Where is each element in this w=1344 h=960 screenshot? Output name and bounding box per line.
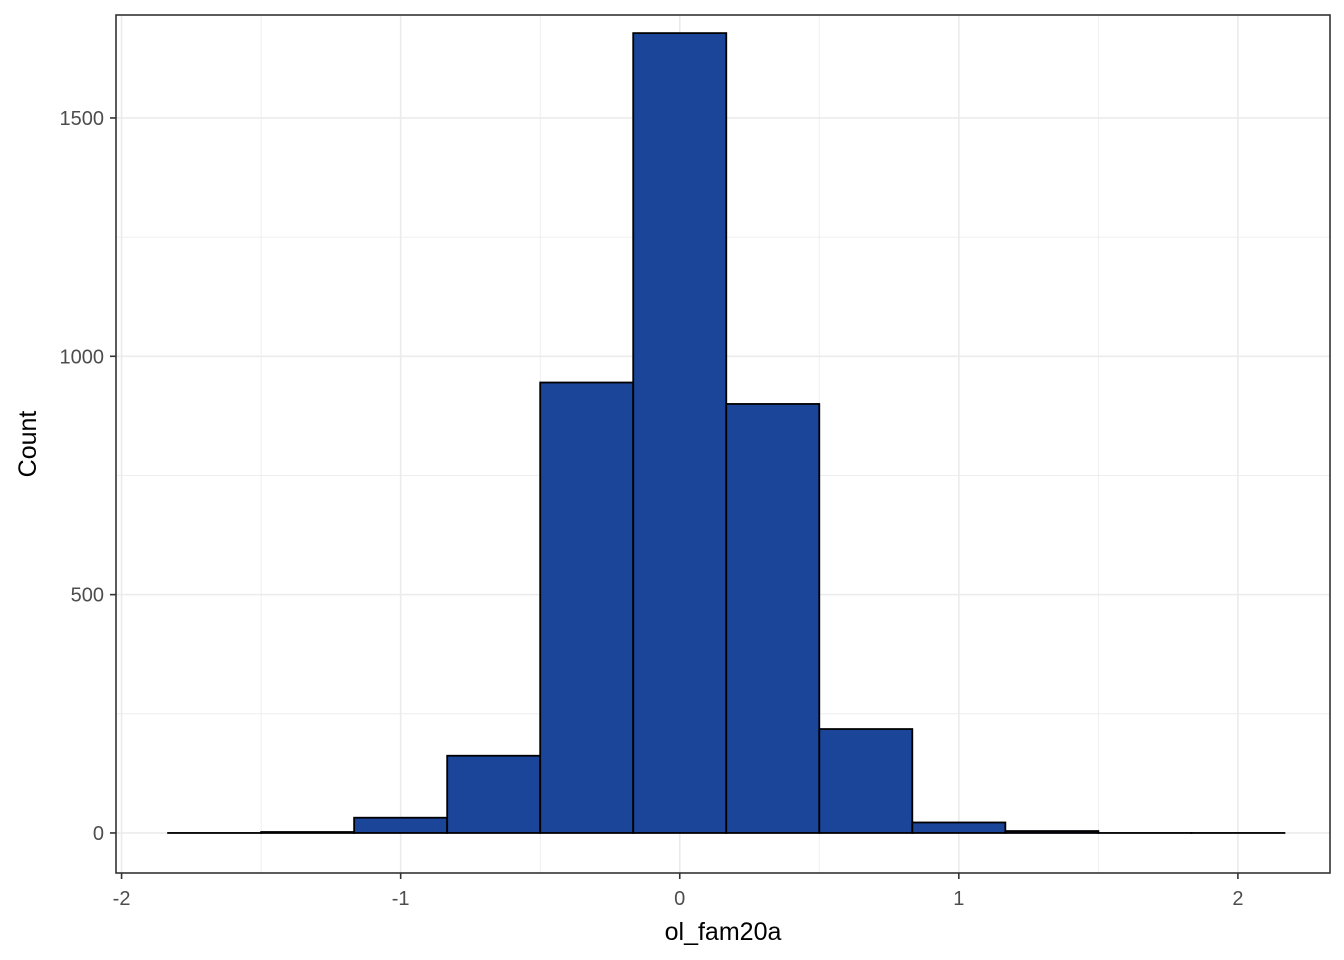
histogram-bar (1004, 830, 1100, 834)
y-tick-label: 1000 (60, 346, 105, 368)
histogram-bar (353, 816, 449, 834)
x-tick-label: 2 (1232, 888, 1243, 910)
y-axis-title: Count (14, 411, 42, 478)
histogram-bar (446, 754, 542, 834)
x-axis: -2 -1 0 1 2 (113, 873, 1243, 910)
histogram-bar (260, 831, 356, 834)
y-tick-label: 1500 (60, 108, 105, 130)
y-tick-label: 500 (71, 585, 104, 607)
x-axis-title: ol_fam20a (665, 918, 782, 946)
histogram-bar (911, 821, 1007, 834)
histogram-bar (539, 381, 635, 834)
bars-layer (167, 32, 1286, 834)
panel-border (115, 14, 1331, 874)
y-axis: 0 500 1000 1500 (60, 108, 116, 845)
histogram-bar (818, 728, 914, 834)
y-tick-label: 0 (93, 823, 104, 845)
x-tick-label: 0 (674, 888, 685, 910)
x-tick-label: -2 (113, 888, 131, 910)
histogram-bar (632, 32, 728, 834)
x-tick-label: -1 (392, 888, 410, 910)
histogram-bar (725, 403, 821, 834)
x-tick-label: 1 (953, 888, 964, 910)
